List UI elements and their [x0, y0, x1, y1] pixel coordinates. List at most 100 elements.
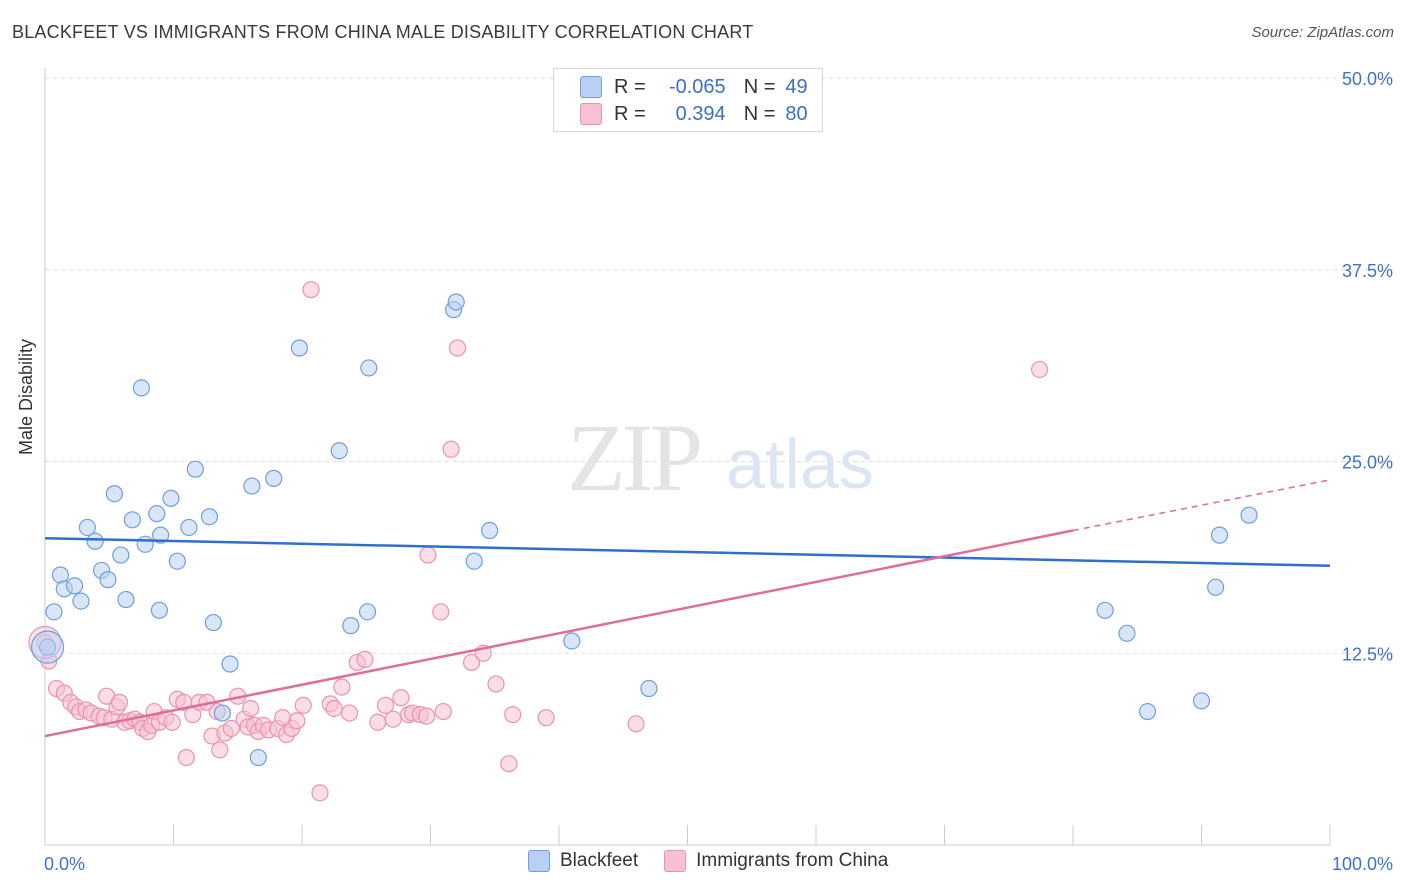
x-tick-label: 100.0% — [1332, 854, 1393, 874]
china-point — [325, 699, 343, 718]
china-point — [222, 719, 240, 738]
blackfeet-point — [168, 552, 186, 570]
blackfeet-point — [1096, 601, 1114, 619]
blackfeet-point — [1240, 506, 1258, 524]
legend-r-value: -0.065 — [668, 75, 726, 98]
china-point — [384, 710, 402, 728]
legend-item-blackfeet: Blackfeet — [560, 850, 639, 871]
grid — [45, 77, 1395, 654]
china-point — [333, 678, 351, 696]
blackfeet-point — [249, 748, 267, 767]
blackfeet-point — [65, 577, 84, 595]
blackfeet-legend-swatch — [528, 850, 550, 872]
tick-labels: 12.5% 25.0% 37.5% 50.0% 0.0% 100.0% — [44, 69, 1393, 874]
blackfeet-point — [45, 603, 63, 621]
blackfeet-swatch — [580, 76, 602, 98]
china-swatch — [580, 103, 602, 125]
blackfeet-point-large — [30, 630, 65, 664]
china-point — [419, 546, 437, 564]
legend-n-value: 49 — [785, 75, 808, 98]
china-point — [463, 653, 481, 672]
china-point — [537, 709, 555, 727]
blackfeet-point — [342, 617, 360, 635]
blackfeet-point — [105, 485, 123, 503]
china-point — [432, 603, 450, 621]
trend-lines — [44, 479, 1331, 738]
legend-n-label: N = — [743, 75, 776, 98]
blackfeet-point — [148, 505, 166, 523]
china-point — [369, 713, 387, 731]
china-point — [242, 699, 260, 718]
blackfeet-point — [150, 601, 168, 619]
china-point — [163, 713, 181, 731]
legend-row-blackfeet: R = -0.065 N = 49 — [554, 74, 808, 100]
china-point — [110, 693, 129, 711]
blackfeet-point — [1138, 702, 1157, 721]
blackfeet-point — [136, 535, 154, 553]
blackfeet-point — [1207, 578, 1225, 596]
source-label: Source: ZipAtlas.com — [1251, 24, 1394, 41]
china-point — [288, 712, 306, 730]
blackfeet-point — [1192, 692, 1211, 710]
blackfeet-point — [221, 655, 239, 673]
china-point — [448, 339, 467, 357]
blackfeet-point — [213, 704, 231, 722]
china-point — [177, 748, 195, 767]
watermark-atlas: atlas — [726, 425, 874, 503]
blackfeet-point — [358, 603, 377, 621]
blackfeet-point — [86, 532, 104, 550]
china-point — [1030, 360, 1049, 379]
blackfeet-point — [132, 379, 150, 397]
y-tick-label: 50.0% — [1342, 69, 1393, 89]
blackfeet-point — [481, 521, 499, 540]
legend-n-value: 80 — [785, 102, 808, 125]
legend-n-label: N = — [743, 102, 776, 125]
china-point — [340, 704, 359, 722]
blackfeet-point — [204, 613, 222, 632]
blackfeet-point — [123, 511, 141, 529]
watermark: ZIP atlas — [567, 404, 874, 511]
blackfeet-point — [99, 571, 117, 589]
china-trend-line — [44, 529, 1074, 738]
blackfeet-point — [290, 339, 309, 357]
legend-row-china: R = 0.394 N = 80 — [554, 101, 808, 127]
y-axis-label: Male Disability — [16, 338, 36, 455]
china-point — [434, 702, 452, 721]
china-point — [376, 696, 395, 715]
blackfeet-point — [112, 546, 130, 564]
series-legend: Blackfeet Immigrants from China — [528, 850, 888, 872]
blackfeet-trend-line — [44, 536, 1331, 568]
blackfeet-point — [447, 293, 465, 311]
blackfeet-point — [465, 552, 483, 570]
china-point — [311, 784, 329, 802]
china-point — [500, 755, 518, 773]
china-point — [392, 689, 410, 707]
y-tick-label: 25.0% — [1342, 453, 1393, 473]
correlation-legend: R = -0.065 N = 49 R = 0.394 N = 80 — [553, 68, 823, 132]
chart-title: BLACKFEET VS IMMIGRANTS FROM CHINA MALE … — [12, 22, 754, 42]
blackfeet-point — [180, 518, 198, 537]
blackfeet-point — [330, 442, 348, 460]
y-tick-label: 12.5% — [1342, 644, 1393, 664]
china-point — [418, 707, 436, 725]
legend-item-china: Immigrants from China — [696, 850, 889, 871]
blackfeet-point — [186, 460, 204, 478]
china-trend-line-extension — [1072, 479, 1331, 532]
blackfeet-point — [243, 477, 261, 495]
china-point — [302, 281, 320, 299]
y-tick-label: 37.5% — [1342, 261, 1393, 281]
blackfeet-point — [117, 590, 135, 609]
watermark-zip: ZIP — [567, 404, 700, 511]
china-point — [356, 650, 374, 668]
blackfeet-point — [563, 632, 581, 650]
china-point — [442, 440, 460, 458]
blackfeet-point — [72, 592, 90, 610]
blackfeet-point — [640, 679, 658, 698]
axes — [44, 68, 1331, 846]
blackfeet-point — [162, 489, 180, 507]
blackfeet-point — [152, 526, 170, 544]
legend-r-label: R = — [614, 75, 646, 98]
china-point — [274, 709, 292, 727]
china-point — [487, 675, 505, 693]
